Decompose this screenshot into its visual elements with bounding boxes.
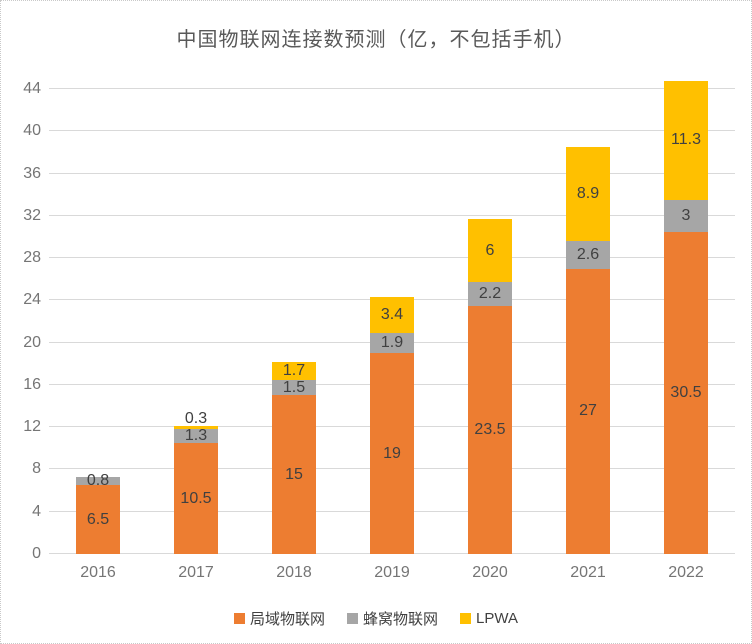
y-tick-label: 16 — [23, 375, 41, 393]
bar-segment-series-2 — [370, 297, 414, 334]
x-tick-label: 2016 — [80, 564, 116, 581]
bar-value-label: 30.5 — [670, 383, 702, 401]
bar-segment-series-1 — [468, 282, 512, 306]
legend-item-series-2: LPWA — [460, 610, 518, 627]
bar-value-label: 2.6 — [576, 245, 600, 263]
bar-segment-series-1 — [76, 476, 120, 486]
x-tick-label: 2019 — [374, 564, 410, 581]
bar-value-label: 11.3 — [671, 131, 701, 149]
bar-value-label: 1.3 — [184, 427, 208, 445]
bar-segment-series-0 — [76, 485, 120, 554]
x-tick-label: 2018 — [276, 564, 312, 581]
x-tick-label: 2021 — [570, 564, 606, 581]
bar-segment-series-0 — [468, 305, 512, 554]
bar-value-label: 3 — [681, 206, 691, 224]
y-tick-label: 32 — [23, 206, 41, 224]
bar-value-label: 10.5 — [180, 489, 212, 507]
bar-column-2020: 23.5 2.2 6 — [441, 70, 539, 554]
bar-column-2016: 6.5 0.8 — [49, 70, 147, 554]
plot-area: 6.5 0.8 10.5 1.3 0.3 15 1.5 1.7 19 1.9 3.4 23.5 2.2 6… — [49, 70, 735, 554]
legend: 局域物联网 蜂窝物联网 LPWA — [1, 608, 751, 629]
x-tick-label: 2022 — [668, 564, 704, 581]
y-tick-label: 8 — [32, 460, 41, 478]
bar-segment-series-2 — [272, 361, 316, 380]
legend-label: 局域物联网 — [250, 611, 326, 628]
bar-value-label: 1.5 — [282, 378, 306, 396]
bar-value-label: 1.7 — [282, 361, 306, 379]
bar-column-2018: 15 1.5 1.7 — [245, 70, 343, 554]
legend-swatch-icon — [347, 613, 359, 624]
bar-column-2019: 19 1.9 3.4 — [343, 70, 441, 554]
bar-segment-series-0 — [272, 395, 316, 554]
y-tick-label: 44 — [23, 80, 41, 97]
y-tick-label: 36 — [23, 164, 41, 182]
bar-segment-series-0 — [664, 231, 708, 554]
gridline — [49, 88, 735, 90]
y-tick-label: 28 — [23, 249, 41, 267]
bar-value-label: 3.4 — [380, 306, 404, 324]
x-tick-label: 2020 — [472, 564, 508, 581]
legend-label: LPWA — [476, 610, 518, 627]
gridline — [49, 172, 735, 174]
gridline — [49, 257, 735, 259]
bar-column-2017: 10.5 1.3 0.3 — [147, 70, 245, 554]
y-tick-label: 40 — [23, 122, 41, 140]
bar-segment-series-2 — [566, 147, 610, 242]
bar-value-label: 19 — [383, 444, 401, 462]
bar-column-2021: 27 2.6 8.9 — [539, 70, 637, 554]
y-tick-label: 0 — [32, 545, 41, 562]
bar-column-2022: 30.5 3 11.3 — [637, 70, 735, 554]
y-tick-label: 4 — [32, 502, 41, 520]
bar-segment-series-2 — [664, 80, 708, 200]
legend-swatch-icon — [460, 613, 472, 624]
bar-segment-series-0 — [566, 268, 610, 554]
y-tick-label: 20 — [23, 333, 41, 351]
legend-swatch-icon — [234, 613, 245, 624]
x-tick-label: 2017 — [178, 564, 214, 581]
bar-segment-series-0 — [370, 353, 414, 554]
gridline — [49, 214, 735, 216]
bar-value-label: 0.8 — [86, 472, 110, 490]
bar-segment-series-2 — [174, 426, 218, 430]
chart-title: 中国物联网连接数预测（亿，不包括手机） — [176, 29, 576, 51]
legend-label: 蜂窝物联网 — [363, 611, 439, 628]
bar-value-label: 6 — [485, 241, 495, 259]
bar-segment-series-0 — [174, 443, 218, 554]
bar-value-label: 8.9 — [576, 185, 600, 203]
legend-item-series-1: 蜂窝物联网 — [347, 608, 438, 629]
bar-value-label: 15 — [285, 465, 303, 483]
legend-item-series-0: 局域物联网 — [234, 608, 325, 629]
bar-segment-series-1 — [370, 333, 414, 354]
bar-value-label: 0.3 — [184, 410, 208, 428]
bar-value-label: 1.9 — [380, 334, 404, 352]
bar-segment-series-2 — [468, 219, 512, 283]
bar-segment-series-1 — [174, 429, 218, 444]
bar-value-label: 6.5 — [86, 510, 110, 528]
bar-segment-series-1 — [664, 199, 708, 232]
bar-value-label: 23.5 — [474, 420, 506, 438]
bar-segment-series-1 — [272, 379, 316, 396]
gridline — [49, 130, 735, 132]
bar-value-label: 27 — [579, 402, 597, 420]
bar-value-label: 2.2 — [478, 285, 502, 303]
bar-segment-series-1 — [566, 241, 610, 269]
y-tick-label: 12 — [23, 418, 41, 436]
y-tick-label: 24 — [23, 291, 41, 309]
